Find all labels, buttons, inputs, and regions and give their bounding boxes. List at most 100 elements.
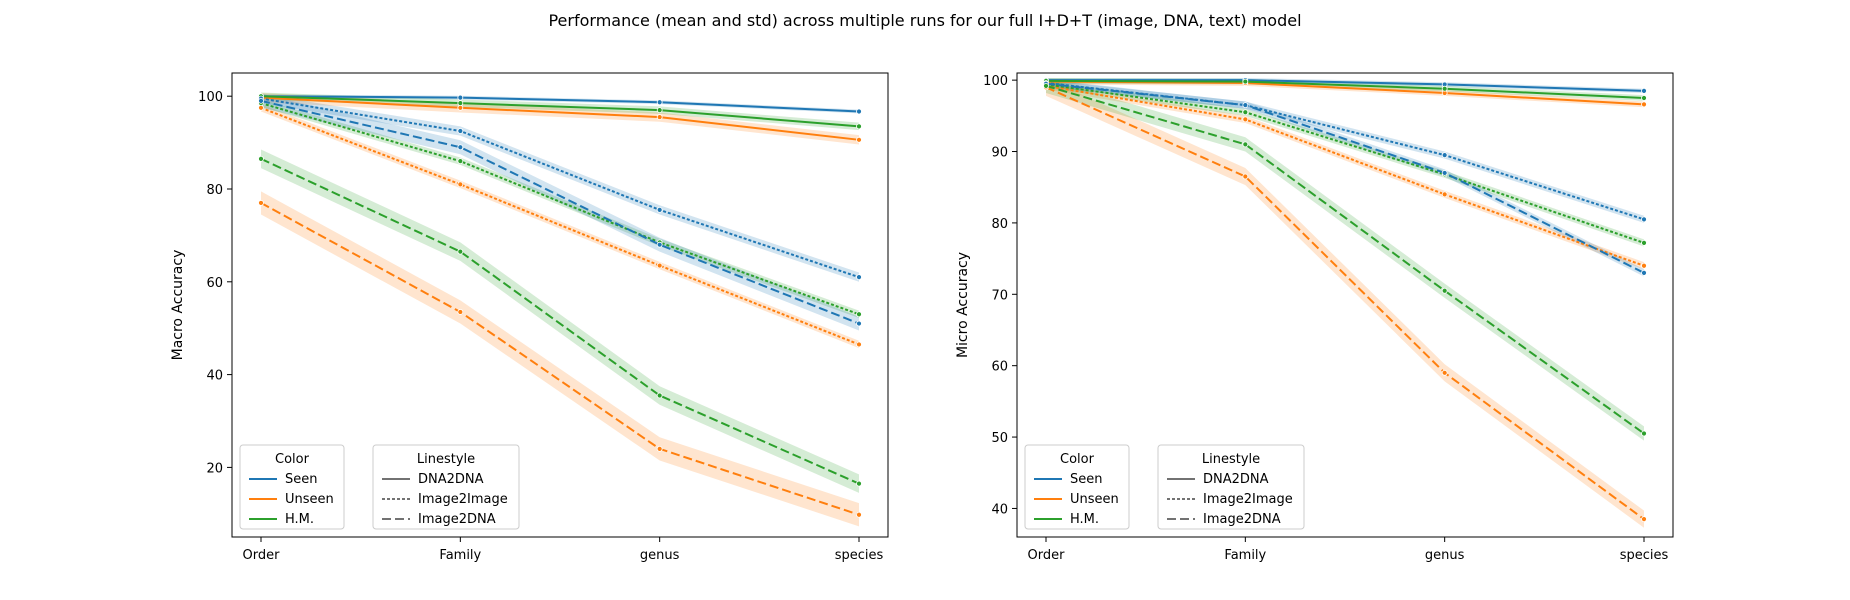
series-unseen-image2image xyxy=(1045,84,1645,267)
band-unseen-image2dna xyxy=(261,191,859,527)
color-legend-label-h-m: H.M. xyxy=(1070,512,1099,527)
point-unseen-image2dna-genus xyxy=(656,445,663,452)
linestyle-legend-label-dna2dna: DNA2DNA xyxy=(1203,472,1269,487)
point-seen-image2image-genus xyxy=(1441,152,1448,158)
band-h-m-dna2dna xyxy=(1046,77,1644,101)
linestyle-legend-label-dna2dna: DNA2DNA xyxy=(418,472,484,487)
y-axis-label: Macro Accuracy xyxy=(170,250,186,361)
series-seen-image2image xyxy=(1045,81,1645,221)
y-tick-label-50: 50 xyxy=(991,431,1008,446)
figure-title: Performance (mean and std) across multip… xyxy=(548,11,1301,30)
macro-accuracy-chart: Order Family genus species 20 40 60 80 100 Macro … xyxy=(170,72,889,563)
point-seen-dna2dna-species xyxy=(856,108,862,115)
point-h-m-image2dna-genus xyxy=(656,392,663,399)
y-tick-label-100: 100 xyxy=(983,74,1008,89)
point-h-m-image2dna-order xyxy=(1043,82,1049,89)
band-h-m-image2image xyxy=(261,99,859,318)
point-h-m-dna2dna-species xyxy=(856,123,862,130)
y-tick-label-80: 80 xyxy=(991,217,1008,232)
point-h-m-image2image-family xyxy=(1242,109,1249,116)
x-tick-label-genus: genus xyxy=(640,548,680,563)
x-tick-label-family: Family xyxy=(1224,548,1266,563)
linestyle-legend-label-image2dna: Image2DNA xyxy=(418,512,496,527)
point-h-m-image2dna-order xyxy=(258,155,264,162)
point-unseen-image2image-genus xyxy=(656,262,663,269)
point-seen-dna2dna-species xyxy=(1641,87,1647,94)
linestyle-legend-label-image2image: Image2Image xyxy=(1203,492,1293,507)
point-seen-image2dna-species xyxy=(856,320,862,327)
series-seen-image2dna xyxy=(260,99,860,325)
color-legend-box xyxy=(239,444,345,530)
y-tick-label-20: 20 xyxy=(206,461,223,476)
point-h-m-dna2dna-family xyxy=(457,100,464,107)
y-tick-label-40: 40 xyxy=(206,369,223,384)
y-tick-label-60: 60 xyxy=(206,276,223,291)
x-tick-label-species: species xyxy=(1620,548,1669,563)
series-h-m-dna2dna xyxy=(1045,79,1645,99)
band-seen-image2dna xyxy=(261,93,859,331)
series-h-m-dna2dna xyxy=(260,95,860,128)
series-seen-image2dna xyxy=(1045,82,1645,274)
point-h-m-dna2dna-family xyxy=(1242,78,1249,85)
point-h-m-image2image-species xyxy=(856,311,862,318)
point-unseen-image2dna-family xyxy=(1242,173,1249,180)
point-h-m-image2dna-family xyxy=(457,248,464,255)
point-h-m-dna2dna-genus xyxy=(656,107,663,114)
color-legend-label-unseen: Unseen xyxy=(285,492,334,507)
point-seen-image2dna-genus xyxy=(656,241,663,248)
point-unseen-image2dna-order xyxy=(258,200,264,206)
series-h-m-image2dna xyxy=(260,157,860,485)
point-unseen-dna2dna-species xyxy=(856,136,862,143)
series-unseen-dna2dna xyxy=(260,96,860,141)
y-tick-label-100: 100 xyxy=(198,90,223,105)
point-unseen-image2image-family xyxy=(1242,116,1249,123)
series-unseen-image2image xyxy=(260,106,860,346)
point-seen-image2image-species xyxy=(856,274,862,281)
point-unseen-image2image-species xyxy=(1641,262,1647,269)
x-tick-label-species: species xyxy=(835,548,884,563)
point-seen-image2dna-family xyxy=(457,144,464,151)
band-seen-image2image xyxy=(261,93,859,282)
point-unseen-image2dna-family xyxy=(457,309,464,315)
series-seen-image2image xyxy=(260,97,860,279)
legend-group: Color Seen Unseen H.M. Linestyle DNA2DNA Image… xyxy=(1024,444,1305,530)
series-h-m-image2image xyxy=(1045,83,1645,244)
point-unseen-image2dna-species xyxy=(856,511,862,518)
y-tick-label-90: 90 xyxy=(991,146,1008,161)
color-legend-label-h-m: H.M. xyxy=(285,512,314,527)
linestyle-legend-title: Linestyle xyxy=(1202,452,1260,467)
point-seen-image2dna-order xyxy=(258,97,264,104)
point-h-m-image2dna-genus xyxy=(1441,287,1448,294)
point-seen-image2dna-genus xyxy=(1441,170,1448,176)
point-h-m-image2image-family xyxy=(457,158,464,165)
plot-frame xyxy=(1016,72,1674,538)
series-unseen-dna2dna xyxy=(1045,80,1645,106)
plot-frame xyxy=(231,72,889,538)
y-tick-label-60: 60 xyxy=(991,360,1008,375)
color-legend-title: Color xyxy=(275,452,310,467)
series-unseen-image2dna xyxy=(260,202,860,516)
point-unseen-dna2dna-species xyxy=(1641,101,1647,108)
color-legend-box xyxy=(1024,444,1130,530)
point-unseen-image2dna-genus xyxy=(1441,369,1448,376)
point-h-m-image2image-species xyxy=(1641,239,1647,246)
linestyle-legend-title: Linestyle xyxy=(417,452,475,467)
point-unseen-dna2dna-genus xyxy=(656,114,663,120)
color-legend-label-seen: Seen xyxy=(1070,472,1103,487)
point-h-m-dna2dna-genus xyxy=(1441,85,1448,92)
series-seen-dna2dna xyxy=(1046,79,1645,92)
linestyle-legend-box xyxy=(372,444,520,530)
point-unseen-image2image-species xyxy=(856,341,862,348)
y-tick-label-80: 80 xyxy=(206,183,223,198)
color-legend-label-unseen: Unseen xyxy=(1070,492,1119,507)
series-h-m-image2image xyxy=(260,102,860,316)
series-seen-dna2dna xyxy=(260,95,860,113)
point-unseen-image2dna-species xyxy=(1641,516,1647,523)
point-seen-image2image-species xyxy=(1641,216,1647,223)
x-tick-label-order: Order xyxy=(243,548,281,563)
point-seen-image2dna-family xyxy=(1242,102,1249,109)
color-legend-label-seen: Seen xyxy=(285,472,318,487)
series-h-m-image2dna xyxy=(1045,84,1645,435)
point-unseen-image2image-family xyxy=(457,181,464,188)
